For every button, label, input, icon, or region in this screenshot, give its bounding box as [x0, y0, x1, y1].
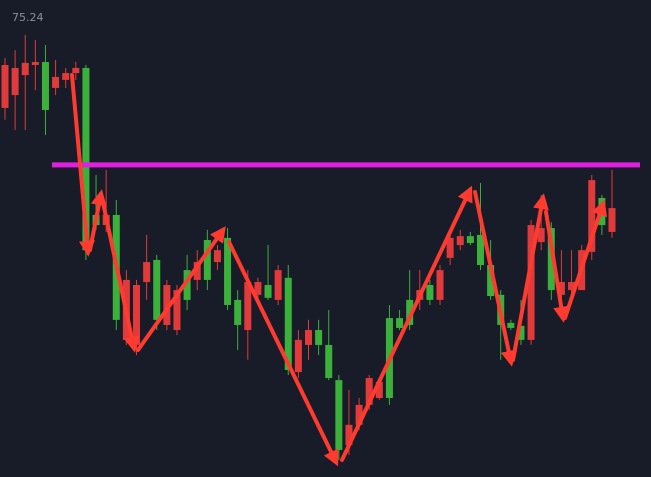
candle-body: [608, 208, 616, 232]
candle-body: [213, 250, 221, 263]
arrow: [563, 199, 608, 320]
candle-body: [426, 285, 434, 300]
arrow: [473, 190, 517, 367]
candle-body: [365, 378, 373, 405]
candle-body: [517, 325, 525, 340]
candle-body: [264, 285, 272, 298]
candle-body: [133, 285, 141, 345]
candle-body: [335, 380, 343, 450]
arrow: [511, 193, 549, 362]
candle-body: [153, 259, 161, 320]
candle-body: [274, 270, 282, 300]
arrow: [100, 196, 140, 353]
candle-body: [1, 64, 9, 108]
arrow: [544, 210, 570, 323]
candle-body: [234, 299, 242, 325]
candle-body: [456, 236, 464, 246]
annotation-arrows: [70, 73, 608, 467]
candle-body: [21, 62, 29, 76]
candle-body: [82, 67, 90, 251]
candle-body: [568, 282, 576, 291]
candle-body: [446, 237, 454, 258]
candle-body: [476, 234, 484, 266]
candle-body: [345, 424, 353, 446]
candle-body: [527, 225, 535, 340]
candle-body: [436, 270, 444, 300]
candle-body: [487, 265, 495, 297]
candle-body: [254, 282, 262, 295]
candle-body: [163, 285, 171, 325]
candle-body: [305, 330, 312, 345]
candle-body: [31, 62, 39, 65]
candle-body: [557, 282, 565, 295]
candle-body: [588, 180, 596, 252]
candle-body: [244, 282, 252, 331]
candle-body: [396, 318, 404, 328]
candle-body: [52, 76, 60, 88]
candle-body: [375, 381, 383, 398]
candle-body: [193, 262, 201, 280]
arrow: [136, 226, 226, 352]
candle-body: [507, 322, 515, 328]
candle-body: [143, 262, 151, 283]
candle-body: [183, 270, 191, 300]
candle-body: [406, 299, 414, 325]
arrow: [340, 185, 473, 462]
candle-body: [315, 330, 323, 345]
arrow: [88, 189, 107, 252]
price-label: 75.24: [12, 11, 44, 24]
candle-body: [72, 67, 80, 74]
candle-body: [547, 228, 555, 291]
candle-body: [203, 239, 211, 280]
candle-body: [224, 237, 232, 305]
candle-body: [294, 339, 302, 373]
candle-body: [466, 236, 474, 243]
candle-body: [11, 67, 19, 96]
arrow: [70, 73, 95, 257]
candle-body: [537, 228, 545, 243]
plot: [1, 34, 640, 461]
candle-body: [325, 344, 333, 379]
arrow: [227, 240, 339, 467]
candle-body: [284, 277, 292, 370]
candle-body: [173, 290, 181, 331]
candle-body: [41, 62, 49, 111]
candle-body: [355, 404, 363, 425]
candle-body: [62, 73, 70, 80]
